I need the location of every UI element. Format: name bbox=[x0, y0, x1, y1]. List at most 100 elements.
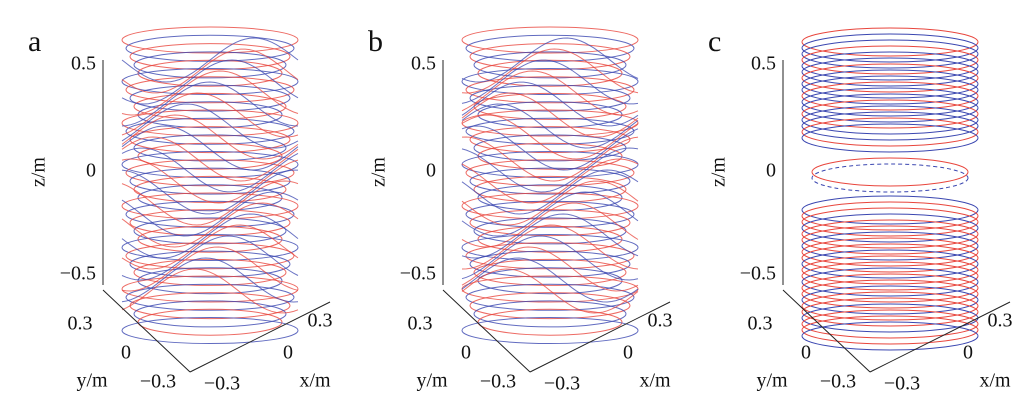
streamline bbox=[137, 225, 283, 253]
streamline bbox=[801, 69, 979, 99]
panel-label: a bbox=[28, 25, 41, 58]
streamline bbox=[121, 268, 299, 314]
streamline bbox=[137, 308, 283, 336]
streamline bbox=[461, 151, 639, 178]
streamline bbox=[461, 191, 639, 237]
x-tick-label: 0 bbox=[963, 342, 973, 364]
streamline bbox=[461, 224, 639, 270]
streamline bbox=[121, 48, 299, 94]
streamline bbox=[461, 213, 639, 259]
streamline bbox=[801, 201, 979, 231]
streamline bbox=[465, 200, 635, 228]
x-tick-label: 0.3 bbox=[988, 310, 1013, 332]
streamline bbox=[801, 81, 979, 111]
streamline bbox=[125, 117, 295, 145]
streamline bbox=[473, 300, 627, 328]
streamline bbox=[121, 235, 299, 281]
streamline bbox=[801, 51, 979, 81]
streamline bbox=[121, 114, 299, 160]
streamline bbox=[121, 213, 299, 259]
y-tick-label: 0.3 bbox=[68, 313, 93, 335]
streamline bbox=[465, 117, 635, 145]
axis-line bbox=[189, 301, 331, 373]
streamline bbox=[469, 43, 631, 71]
streamline bbox=[801, 123, 979, 153]
axis-label: y/m bbox=[76, 370, 108, 392]
streamline bbox=[461, 202, 639, 248]
streamline bbox=[461, 37, 639, 83]
y-tick-label: 0 bbox=[461, 342, 471, 364]
streamline bbox=[469, 167, 631, 195]
axis-label: y/m bbox=[416, 370, 448, 392]
streamline bbox=[121, 180, 299, 226]
streamline bbox=[121, 191, 299, 237]
x-tick-label: 0.3 bbox=[308, 310, 333, 332]
streamline bbox=[801, 243, 979, 273]
streamline bbox=[801, 231, 979, 261]
streamline bbox=[801, 27, 979, 57]
streamline bbox=[801, 255, 979, 285]
streamline bbox=[133, 217, 287, 245]
streamline bbox=[461, 26, 639, 54]
panel-label: c bbox=[708, 25, 721, 58]
z-tick-label: 0 bbox=[426, 160, 436, 182]
streamline bbox=[801, 39, 979, 69]
y-tick-label: 0 bbox=[801, 342, 811, 364]
streamline bbox=[461, 268, 639, 314]
streamline bbox=[801, 321, 979, 351]
y-tick-label: −0.3 bbox=[140, 371, 176, 393]
streamline bbox=[469, 126, 631, 154]
streamline bbox=[801, 63, 979, 93]
streamline bbox=[121, 246, 299, 292]
streamline bbox=[461, 169, 639, 215]
streamline bbox=[137, 267, 283, 295]
streamline bbox=[461, 81, 639, 127]
streamline bbox=[121, 317, 299, 344]
streamline bbox=[133, 300, 287, 328]
streamline bbox=[801, 261, 979, 291]
panel: b z/m 0.5 0 −0.5 0.3 0 −0.3 y/m −0.3 0 0.3 x/m bbox=[368, 25, 673, 395]
panel: c z/m 0.5 0 −0.5 0.3 0 −0.3 y/m −0.3 0 0.3 x/m bbox=[708, 25, 1013, 395]
streamline bbox=[801, 237, 979, 267]
streamline bbox=[461, 59, 639, 105]
streamline bbox=[469, 250, 631, 278]
streamlines bbox=[461, 26, 639, 344]
panel-label: b bbox=[368, 25, 383, 58]
streamline bbox=[129, 250, 291, 278]
streamline bbox=[121, 59, 299, 105]
streamlines bbox=[121, 26, 299, 344]
streamline bbox=[469, 84, 631, 112]
streamline bbox=[801, 225, 979, 255]
streamline bbox=[125, 283, 295, 311]
streamline bbox=[477, 308, 623, 336]
streamline bbox=[133, 134, 287, 162]
streamline bbox=[801, 45, 979, 75]
y-tick-label: −0.3 bbox=[820, 371, 856, 393]
streamline bbox=[461, 235, 639, 281]
x-tick-label: −0.3 bbox=[204, 373, 240, 395]
streamline bbox=[461, 103, 639, 149]
streamline bbox=[121, 70, 299, 116]
z-tick-label: 0 bbox=[86, 160, 96, 182]
axis-label: x/m bbox=[979, 370, 1011, 392]
streamline bbox=[121, 224, 299, 270]
streamline bbox=[461, 125, 639, 171]
streamline bbox=[133, 258, 287, 286]
x-tick-label: 0 bbox=[283, 342, 293, 364]
streamline bbox=[465, 242, 635, 270]
axis-label: z/m bbox=[368, 157, 390, 187]
y-tick-label: −0.3 bbox=[480, 371, 516, 393]
streamline bbox=[461, 114, 639, 160]
axis-label: x/m bbox=[639, 370, 671, 392]
streamline bbox=[121, 257, 299, 303]
x-tick-label: 0.3 bbox=[648, 310, 673, 332]
streamline bbox=[461, 246, 639, 292]
streamline bbox=[465, 76, 635, 104]
y-tick-label: 0 bbox=[121, 342, 131, 364]
streamline bbox=[801, 105, 979, 135]
streamline bbox=[133, 51, 287, 79]
z-tick-label: 0.5 bbox=[751, 53, 776, 75]
z-tick-label: −0.5 bbox=[740, 263, 776, 285]
streamline bbox=[137, 184, 283, 212]
streamline bbox=[461, 180, 639, 226]
